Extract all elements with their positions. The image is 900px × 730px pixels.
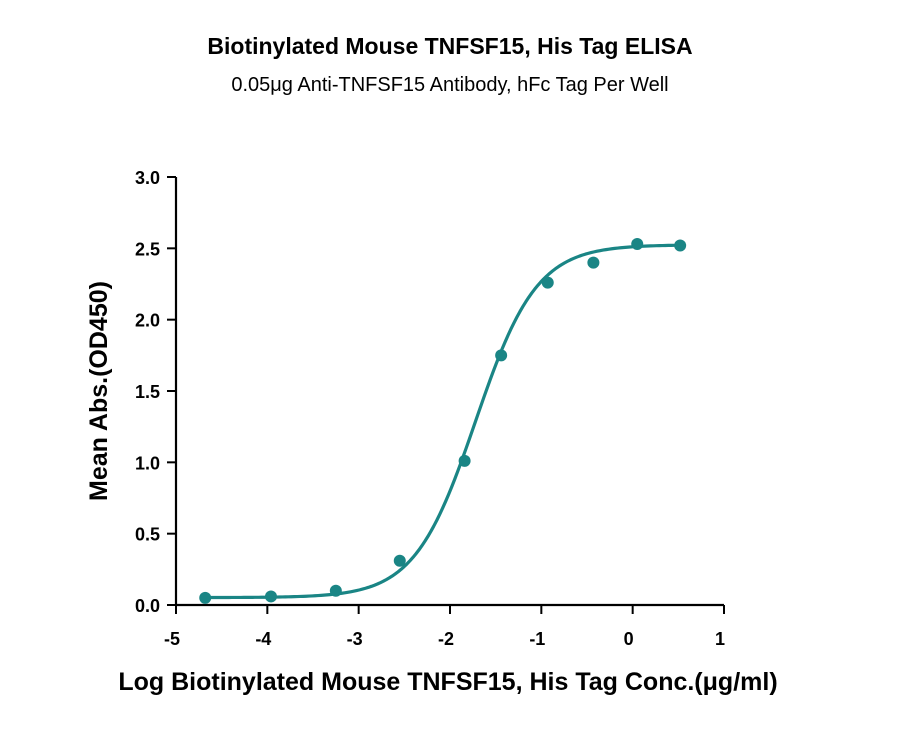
chart-title: Biotinylated Mouse TNFSF15, His Tag ELIS… — [207, 33, 693, 59]
data-point — [495, 349, 508, 362]
y-tick-label: 0.5 — [135, 525, 160, 545]
x-axis-title: Log Biotinylated Mouse TNFSF15, His Tag … — [118, 668, 777, 696]
data-point — [587, 256, 600, 269]
chart-subtitle: 0.05μg Anti-TNFSF15 Antibody, hFc Tag Pe… — [231, 74, 669, 96]
fit-curve — [203, 243, 682, 600]
data-point — [393, 554, 406, 567]
x-tick-label: -3 — [347, 629, 363, 649]
y-tick-label: 2.0 — [135, 311, 160, 331]
data-point — [329, 584, 342, 597]
data-points — [199, 238, 687, 604]
x-tick-label: -4 — [255, 629, 271, 649]
data-point — [631, 238, 644, 251]
x-tick-label: 1 — [715, 629, 725, 649]
y-tick-label: 3.0 — [135, 168, 160, 188]
data-point — [458, 454, 471, 467]
x-tick-label: -1 — [529, 629, 545, 649]
y-tick-label: 1.5 — [135, 382, 160, 402]
data-point — [541, 276, 554, 289]
x-tick-label: -2 — [438, 629, 454, 649]
y-tick-label: 1.0 — [135, 453, 160, 473]
data-point — [264, 590, 277, 603]
y-tick-label: 0.0 — [135, 596, 160, 616]
y-axis-ticks: 0.0 0.5 1.0 1.5 2.0 2.5 3.0 — [135, 168, 176, 616]
x-tick-label: 0 — [624, 629, 634, 649]
y-axis-title: Mean Abs.(OD450) — [85, 281, 113, 501]
x-tick-label: -5 — [164, 629, 180, 649]
data-point — [199, 591, 212, 604]
data-point — [674, 239, 687, 252]
y-tick-label: 2.5 — [135, 239, 160, 259]
x-axis-ticks: -5 -4 -3 -2 -1 0 1 — [164, 605, 725, 649]
